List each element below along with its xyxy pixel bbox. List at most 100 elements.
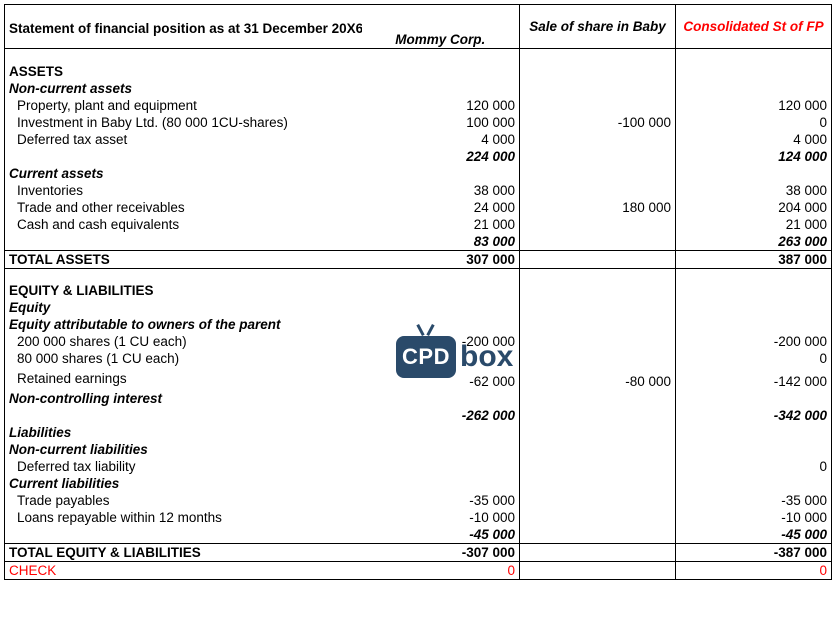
row-check: CHECK 0 0 [5, 562, 832, 580]
label-tel: TOTAL EQUITY & LIABILITIES [5, 544, 362, 562]
cell: -62 000 [362, 367, 520, 390]
row-loans: Loans repayable within 12 months -10 000… [5, 509, 832, 526]
label-ppe: Property, plant and equipment [5, 97, 362, 114]
nca-heading: Non-current assets [5, 80, 362, 97]
row-cash: Cash and cash equivalents 21 000 21 000 [5, 216, 832, 233]
page-title: Statement of financial position as at 31… [5, 5, 362, 49]
cell: -10 000 [676, 509, 832, 526]
cell: 124 000 [676, 148, 832, 165]
cell [520, 492, 676, 509]
nci-heading: Non-controlling interest [5, 390, 362, 407]
row-cl-subtotal: -45 000 -45 000 [5, 526, 832, 544]
label-loans: Loans repayable within 12 months [5, 509, 362, 526]
spacer [5, 49, 832, 63]
cell [520, 333, 676, 350]
cell: 180 000 [520, 199, 676, 216]
cell: 0 [362, 562, 520, 580]
cell [520, 458, 676, 475]
row-ppe: Property, plant and equipment 120 000 12… [5, 97, 832, 114]
row-shares-200k: 200 000 shares (1 CU each) -200 000 -200… [5, 333, 832, 350]
row-trade-payables: Trade payables -35 000 -35 000 [5, 492, 832, 509]
nci-heading-row: Non-controlling interest [5, 390, 832, 407]
label-tp: Trade payables [5, 492, 362, 509]
cell: 204 000 [676, 199, 832, 216]
header-row: Statement of financial position as at 31… [5, 5, 832, 49]
cell: 307 000 [362, 250, 520, 268]
cell: 387 000 [676, 250, 832, 268]
liab-heading: Liabilities [5, 424, 362, 441]
label-dtl: Deferred tax liability [5, 458, 362, 475]
cell: -200 000 [676, 333, 832, 350]
label-cash: Cash and cash equivalents [5, 216, 362, 233]
cell: 224 000 [362, 148, 520, 165]
cell: 21 000 [362, 216, 520, 233]
cell: -45 000 [676, 526, 832, 544]
row-retained-earnings: Retained earnings -62 000 -80 000 -142 0… [5, 367, 832, 390]
cell: 4 000 [676, 131, 832, 148]
el-heading-row: EQUITY & LIABILITIES [5, 282, 832, 299]
cell [520, 350, 676, 367]
ncl-heading-row: Non-current liabilities [5, 441, 832, 458]
cell [520, 509, 676, 526]
cl-heading-row: Current liabilities [5, 475, 832, 492]
cell [520, 182, 676, 199]
label-invbaby: Investment in Baby Ltd. (80 000 1CU-shar… [5, 114, 362, 131]
cell: 0 [676, 458, 832, 475]
cell: 38 000 [676, 182, 832, 199]
spacer [5, 268, 832, 282]
label-re: Retained earnings [5, 367, 362, 390]
cell [520, 131, 676, 148]
cell: -100 000 [520, 114, 676, 131]
cell: 24 000 [362, 199, 520, 216]
cell: 100 000 [362, 114, 520, 131]
cell: 120 000 [362, 97, 520, 114]
cell: 83 000 [362, 233, 520, 251]
row-total-assets: TOTAL ASSETS 307 000 387 000 [5, 250, 832, 268]
cell: -10 000 [362, 509, 520, 526]
ca-heading: Current assets [5, 165, 362, 182]
cell [362, 350, 520, 367]
ncl-heading: Non-current liabilities [5, 441, 362, 458]
cell: 0 [676, 350, 832, 367]
cell: 0 [676, 114, 832, 131]
cell: -80 000 [520, 367, 676, 390]
row-nca-subtotal: 224 000 124 000 [5, 148, 832, 165]
row-investment-baby: Investment in Baby Ltd. (80 000 1CU-shar… [5, 114, 832, 131]
cell [520, 216, 676, 233]
cell: -342 000 [676, 407, 832, 424]
row-dta: Deferred tax asset 4 000 4 000 [5, 131, 832, 148]
cell: -200 000 [362, 333, 520, 350]
label-total-assets: TOTAL ASSETS [5, 250, 362, 268]
label-inv: Inventories [5, 182, 362, 199]
cell: 21 000 [676, 216, 832, 233]
cell: 4 000 [362, 131, 520, 148]
cell: -45 000 [362, 526, 520, 544]
equity-attr-row: Equity attributable to owners of the par… [5, 316, 832, 333]
row-equity-subtotal: -262 000 -342 000 [5, 407, 832, 424]
row-total-el: TOTAL EQUITY & LIABILITIES -307 000 -387… [5, 544, 832, 562]
col-header-consolidated: Consolidated St of FP [676, 5, 832, 49]
cell: 120 000 [676, 97, 832, 114]
cell: -35 000 [362, 492, 520, 509]
cell: -387 000 [676, 544, 832, 562]
nca-heading-row: Non-current assets [5, 80, 832, 97]
ca-heading-row: Current assets [5, 165, 832, 182]
equity-heading-row: Equity [5, 299, 832, 316]
row-inventories: Inventories 38 000 38 000 [5, 182, 832, 199]
cell: -142 000 [676, 367, 832, 390]
label-sh200: 200 000 shares (1 CU each) [5, 333, 362, 350]
row-receivables: Trade and other receivables 24 000 180 0… [5, 199, 832, 216]
assets-heading: ASSETS [5, 63, 362, 80]
label-sh80: 80 000 shares (1 CU each) [5, 350, 362, 367]
sofp-table: Statement of financial position as at 31… [4, 4, 832, 580]
cell: -35 000 [676, 492, 832, 509]
cl-heading: Current liabilities [5, 475, 362, 492]
cell: 0 [676, 562, 832, 580]
row-shares-80k: 80 000 shares (1 CU each) 0 [5, 350, 832, 367]
page-wrap: CPD box Statement of financial position … [4, 4, 835, 580]
col-header-mommy: Mommy Corp. [362, 5, 520, 49]
cell: 38 000 [362, 182, 520, 199]
cell [362, 458, 520, 475]
equity-heading: Equity [5, 299, 362, 316]
label-check: CHECK [5, 562, 362, 580]
